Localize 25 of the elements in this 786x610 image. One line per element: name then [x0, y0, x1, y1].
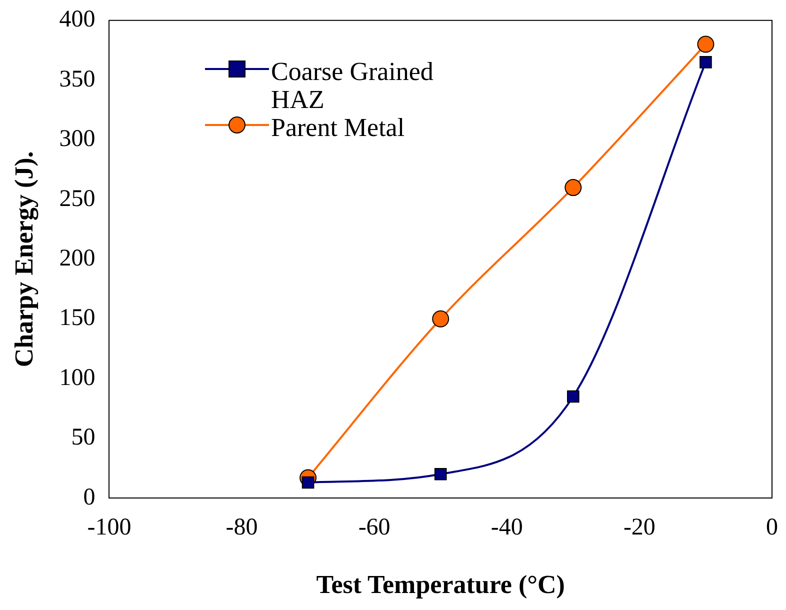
x-tick-label: 0	[766, 514, 778, 541]
x-tick-label: -80	[226, 514, 258, 541]
y-axis-title: Charpy Energy (J).	[9, 151, 38, 368]
x-tick-label: -100	[87, 514, 132, 541]
point	[567, 390, 580, 403]
point	[564, 179, 582, 196]
y-tick-label: 200	[59, 245, 96, 272]
legend-label: Parent Metal	[271, 113, 406, 142]
y-tick-label: 0	[83, 484, 96, 510]
legend-label: Coarse Grained HAZ	[271, 57, 434, 114]
y-tick-label: 250	[59, 186, 96, 212]
x-tick-label: -60	[358, 514, 390, 541]
y-tick-label: 350	[59, 66, 96, 92]
y-tick-label: 150	[59, 305, 96, 332]
x-tick-label: -20	[623, 514, 656, 541]
y-tick-label: 400	[59, 6, 96, 33]
point	[434, 468, 447, 480]
x-tick-label: -40	[490, 514, 523, 541]
x-axis-title: Test Temperature (°C)	[316, 570, 565, 600]
point	[700, 56, 712, 68]
y-tick-label: 50	[71, 424, 96, 451]
y-tick-label: 300	[59, 126, 96, 152]
y-tick-label: 100	[59, 364, 96, 391]
point	[432, 310, 450, 328]
point	[697, 36, 714, 53]
